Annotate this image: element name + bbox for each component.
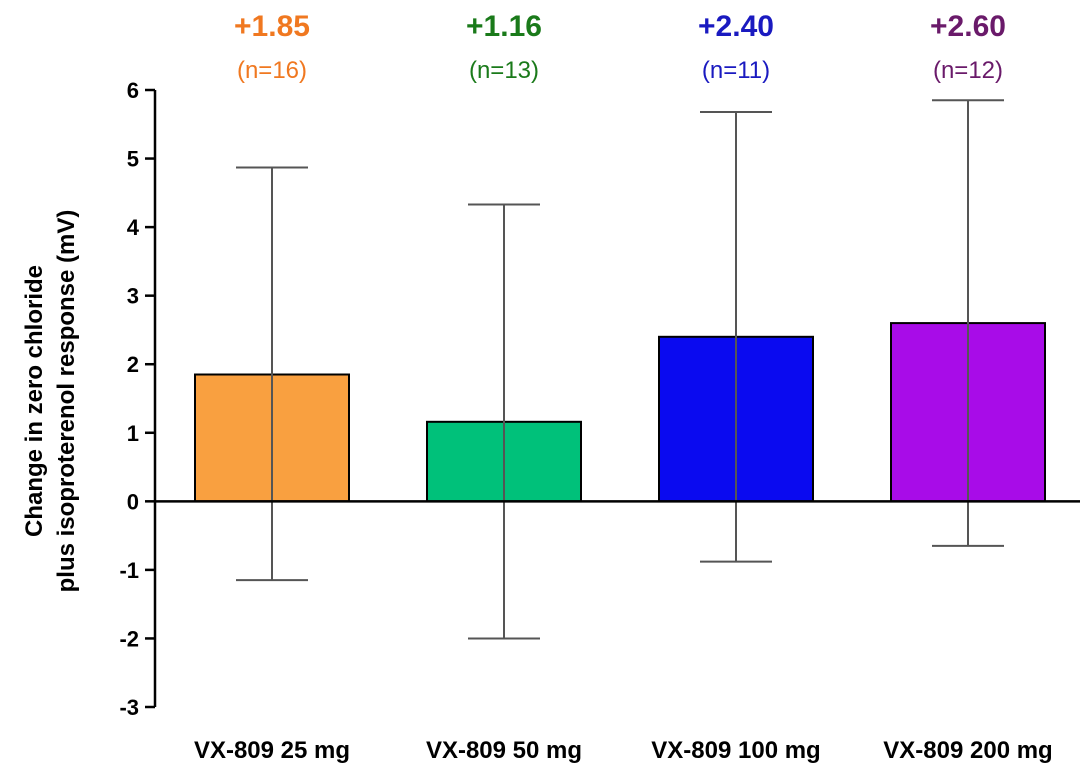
value-label: +1.16 (466, 10, 542, 43)
value-label: +2.40 (698, 10, 774, 43)
x-category-label: VX-809 25 mg (194, 737, 350, 764)
n-label: (n=16) (237, 57, 307, 84)
y-axis-label-line1: Change in zero chloride (21, 265, 48, 537)
y-tick-label: 6 (127, 78, 139, 103)
y-axis-label: Change in zero chloride plus isoproteren… (21, 210, 80, 593)
y-axis: -3 -2 -1 0 1 2 3 4 5 6 (119, 78, 157, 720)
error-bar (236, 166, 308, 582)
y-tick-label: 3 (127, 284, 139, 309)
n-label: (n=13) (469, 57, 539, 84)
n-label: (n=11) (702, 57, 770, 84)
error-bar (468, 203, 540, 640)
y-tick-label: 2 (127, 352, 139, 377)
bars (194, 322, 1046, 503)
x-axis-labels: VX-809 25 mg VX-809 50 mg VX-809 100 mg VX-… (194, 737, 1053, 764)
y-tick-label: 4 (127, 215, 140, 240)
y-tick-label: 5 (127, 147, 139, 172)
value-labels: +1.85 (n=16) +1.16 (n=13) +2.40 (n=11) +2.60 (n… (234, 10, 1006, 84)
x-category-label: VX-809 50 mg (426, 737, 582, 764)
value-label: +2.60 (930, 10, 1006, 43)
y-tick-label: 0 (127, 489, 139, 514)
value-label: +1.85 (234, 10, 310, 43)
y-tick-label: -2 (119, 626, 139, 651)
x-category-label: VX-809 200 mg (883, 737, 1052, 764)
x-category-label: VX-809 100 mg (651, 737, 820, 764)
y-tick-label: -3 (119, 695, 139, 720)
y-tick-label: 1 (127, 421, 139, 446)
y-tick-label: -1 (119, 558, 139, 583)
y-axis-label-line2: plus isoproterenol response (mV) (53, 210, 80, 593)
n-label: (n=12) (933, 57, 1003, 84)
error-bars (236, 99, 1004, 640)
error-bar (932, 99, 1004, 547)
error-bar (700, 110, 772, 563)
